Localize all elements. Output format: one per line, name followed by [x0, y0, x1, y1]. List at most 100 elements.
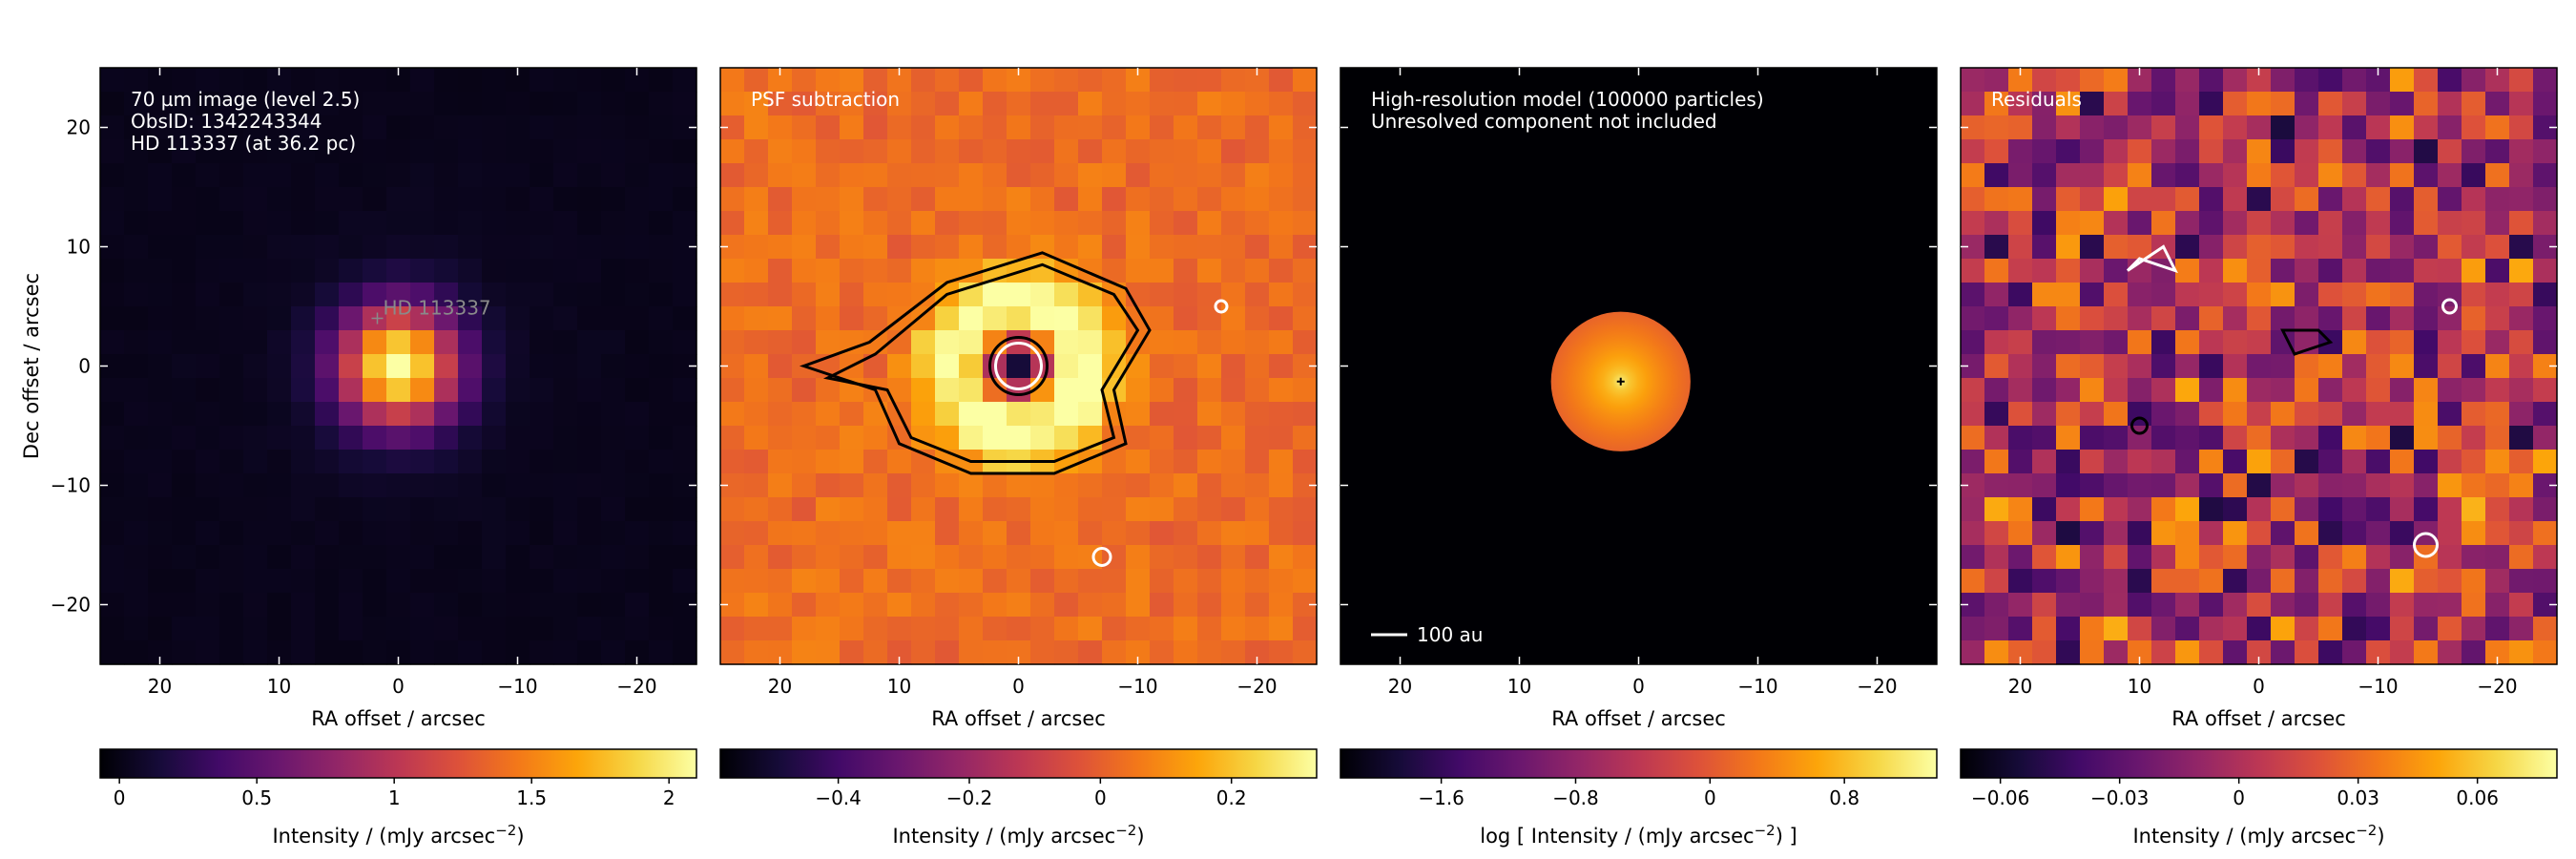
- image-pixel: [2175, 545, 2200, 570]
- image-pixel: [2509, 259, 2534, 283]
- image-pixel: [267, 259, 292, 283]
- image-pixel: [2199, 402, 2224, 427]
- image-pixel: [506, 521, 530, 546]
- image-pixel: [649, 402, 674, 427]
- image-pixel: [2199, 545, 2224, 570]
- image-pixel: [100, 68, 125, 93]
- image-pixel: [601, 283, 626, 307]
- image-pixel: [1269, 569, 1294, 594]
- image-pixel: [2462, 283, 2486, 307]
- image-pixel: [2008, 426, 2033, 450]
- image-pixel: [553, 259, 578, 283]
- image-pixel: [935, 68, 960, 93]
- image-pixel: [2271, 163, 2296, 188]
- image-pixel: [1102, 68, 1127, 93]
- image-pixel: [553, 115, 578, 140]
- image-pixel: [2080, 378, 2105, 403]
- image-pixel: [2104, 330, 2129, 355]
- image-pixel: [2080, 497, 2105, 522]
- image-pixel: [1174, 640, 1198, 665]
- image-pixel: [339, 211, 364, 236]
- image-pixel: [983, 402, 1008, 427]
- image-pixel: [2032, 402, 2057, 427]
- image-pixel: [1007, 402, 1031, 427]
- image-pixel: [1293, 402, 1318, 427]
- scale-bar-label: 100 au: [1417, 623, 1483, 646]
- image-pixel: [2462, 426, 2486, 450]
- image-pixel: [2271, 617, 2296, 641]
- image-pixel: [2318, 115, 2343, 140]
- ticks-4: 20 10 0 −10 −20: [1961, 68, 2557, 698]
- image-pixel: [1054, 139, 1079, 164]
- image-pixel: [2485, 235, 2510, 260]
- colorbar-tick-label: 0: [1094, 786, 1107, 809]
- image-pixel: [2485, 211, 2510, 236]
- image-pixel: [840, 187, 864, 212]
- image-pixel: [625, 163, 650, 188]
- image-pixel: [2390, 473, 2415, 498]
- image-pixel: [983, 283, 1008, 307]
- image-pixel: [2151, 473, 2176, 498]
- image-pixel: [1150, 378, 1174, 403]
- image-pixel: [530, 259, 554, 283]
- image-pixel: [577, 617, 602, 641]
- image-pixel: [196, 92, 220, 116]
- image-pixel: [1245, 163, 1270, 188]
- image-pixel: [2247, 163, 2272, 188]
- image-pixel: [124, 163, 149, 188]
- image-pixel: [506, 450, 530, 474]
- image-pixel: [434, 211, 459, 236]
- image-pixel: [1007, 306, 1031, 331]
- panel-text-line: HD 113337 (at 36.2 pc): [131, 132, 356, 155]
- image-pixel: [434, 378, 459, 403]
- image-pixel: [530, 139, 554, 164]
- y-tick-label: 0: [78, 355, 91, 378]
- image-pixel: [601, 115, 626, 140]
- image-pixel: [673, 187, 697, 212]
- image-pixel: [720, 163, 745, 188]
- image-pixel: [243, 640, 268, 665]
- image-pixel: [2485, 617, 2510, 641]
- image-pixel: [2342, 92, 2367, 116]
- image-pixel: [816, 569, 841, 594]
- image-pixel: [2008, 473, 2033, 498]
- x-axis-label-2: RA offset / arcsec: [931, 707, 1106, 730]
- image-pixel: [792, 283, 817, 307]
- image-pixel: [2533, 68, 2558, 93]
- image-pixel: [840, 521, 864, 546]
- image-pixel: [2295, 211, 2319, 236]
- image-pixel: [267, 330, 292, 355]
- image-pixel: [1030, 617, 1055, 641]
- image-pixel: [1150, 92, 1174, 116]
- image-pixel: [1221, 521, 1246, 546]
- image-pixel: [2438, 617, 2462, 641]
- image-pixel: [1984, 593, 2009, 618]
- image-pixel: [2462, 497, 2486, 522]
- image-pixel: [458, 545, 483, 570]
- image-pixel: [601, 450, 626, 474]
- image-pixel: [2128, 92, 2152, 116]
- image-pixel: [458, 235, 483, 260]
- image-pixel: [339, 139, 364, 164]
- colorbar-tick-label: 0.8: [1829, 786, 1859, 809]
- image-pixel: [2175, 497, 2200, 522]
- image-pixel: [768, 235, 793, 260]
- image-pixel: [2438, 521, 2462, 546]
- image-pixel: [196, 115, 220, 140]
- image-pixel: [243, 497, 268, 522]
- image-pixel: [649, 235, 674, 260]
- image-pixel: [1102, 521, 1127, 546]
- image-pixel: [434, 640, 459, 665]
- image-pixel: [720, 92, 745, 116]
- image-pixel: [744, 139, 769, 164]
- image-pixel: [2104, 115, 2129, 140]
- image-pixel: [2008, 521, 2033, 546]
- image-pixel: [2366, 378, 2391, 403]
- image-pixel: [601, 330, 626, 355]
- image-pixel: [1961, 569, 1985, 594]
- image-pixel: [2247, 617, 2272, 641]
- contour-line: [1091, 547, 1112, 567]
- image-pixel: [124, 235, 149, 260]
